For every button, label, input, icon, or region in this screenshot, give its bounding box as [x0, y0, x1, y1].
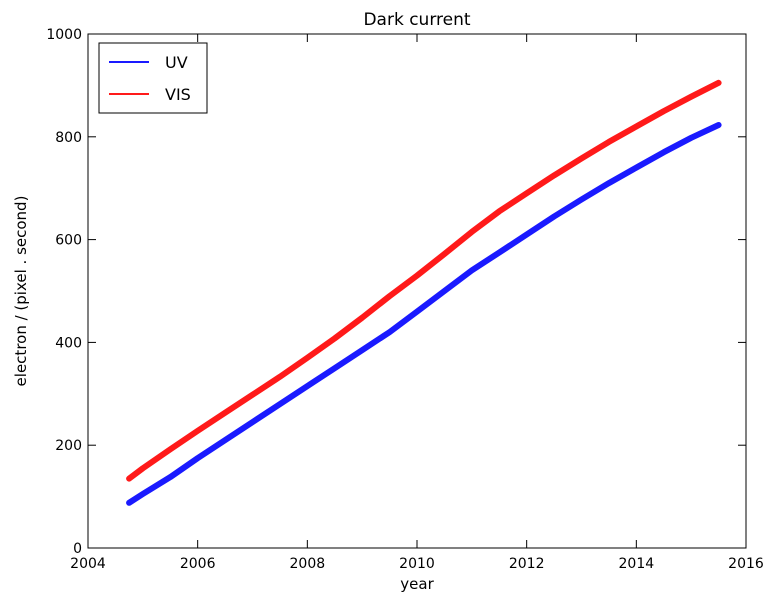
x-tick-label: 2006: [180, 556, 216, 572]
data-point-uv: [223, 438, 228, 443]
data-point-uv: [606, 181, 611, 186]
y-tick-label: 0: [73, 541, 82, 557]
data-point-vis: [277, 374, 282, 379]
chart-title: Dark current: [363, 10, 470, 30]
data-point-uv: [497, 250, 502, 255]
x-tick-label: 2008: [290, 556, 326, 572]
data-point-vis: [634, 124, 639, 129]
data-point-uv: [661, 150, 666, 155]
data-point-vis: [168, 447, 173, 452]
data-point-uv: [305, 384, 310, 389]
data-point-uv: [360, 348, 365, 353]
y-tick-label: 200: [55, 438, 82, 454]
x-tick-label: 2012: [509, 556, 545, 572]
x-tick-label: 2010: [399, 556, 435, 572]
series-line-vis: [126, 79, 722, 482]
data-point-vis: [305, 355, 310, 360]
data-point-vis: [415, 273, 419, 278]
data-point-vis: [360, 315, 365, 320]
data-point-uv: [442, 289, 447, 293]
data-point-uv: [168, 475, 173, 480]
plot-frame: [87, 33, 747, 549]
data-point-vis: [469, 229, 474, 234]
legend-uv-label: UV: [165, 53, 188, 72]
data-point-vis: [332, 336, 337, 341]
data-point-uv: [140, 492, 145, 496]
data-point-vis: [524, 191, 529, 196]
x-axis-title: year: [400, 575, 434, 593]
y-axis-title: electron / (pixel . second): [12, 196, 30, 387]
y-tick-label: 400: [55, 335, 82, 351]
tick-layer: 2004 2006 2008 2010 2012 2014 2016 0 200 400 600 80…: [46, 27, 764, 572]
series-layer: [126, 79, 722, 506]
data-point-uv: [552, 214, 557, 219]
data-point-vis: [195, 428, 200, 433]
data-point-vis: [497, 209, 502, 214]
data-point-uv: [277, 402, 282, 407]
data-point-vis: [606, 139, 611, 144]
x-tick-label: 2014: [619, 556, 655, 572]
data-point-uv: [387, 330, 392, 335]
data-point-vis: [689, 94, 694, 99]
data-point-uv: [332, 366, 337, 371]
series-line-uv: [126, 122, 722, 506]
data-point-vis: [250, 392, 255, 397]
data-point-uv: [634, 165, 639, 170]
data-point-vis: [716, 80, 721, 85]
data-point-vis: [552, 173, 557, 178]
x-tick-label: 2016: [728, 556, 764, 572]
legend: UV VIS: [98, 42, 208, 114]
y-tick-label: 800: [55, 130, 82, 146]
x-tick-label: 2004: [70, 556, 106, 572]
data-point-uv: [716, 123, 721, 127]
data-point-uv: [127, 500, 132, 505]
legend-vis-label: VIS: [165, 85, 191, 104]
y-tick-label: 1000: [46, 27, 82, 43]
data-point-uv: [195, 456, 200, 461]
data-point-vis: [387, 294, 392, 299]
data-point-vis: [223, 410, 228, 415]
y-tick-label: 600: [55, 233, 82, 249]
data-point-uv: [469, 268, 474, 273]
legend-box: [98, 42, 208, 114]
data-point-vis: [442, 252, 447, 256]
data-point-uv: [415, 309, 419, 314]
data-point-uv: [250, 420, 255, 425]
data-point-uv: [524, 232, 529, 237]
data-point-uv: [579, 197, 584, 202]
data-point-vis: [661, 109, 666, 114]
data-point-uv: [689, 135, 694, 140]
data-point-vis: [140, 466, 145, 471]
data-point-vis: [579, 156, 584, 161]
data-point-vis: [127, 476, 132, 481]
